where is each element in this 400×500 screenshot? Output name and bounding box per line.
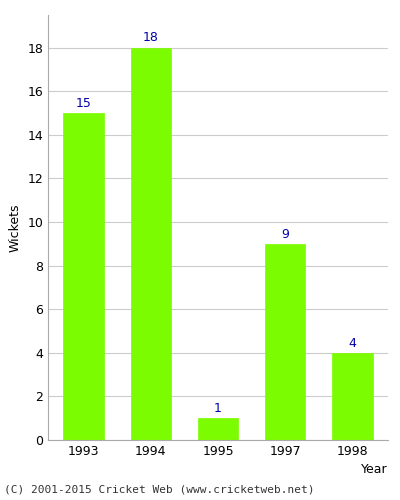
Text: (C) 2001-2015 Cricket Web (www.cricketweb.net): (C) 2001-2015 Cricket Web (www.cricketwe… [4, 485, 314, 495]
Bar [64, 113, 104, 440]
Text: 15: 15 [76, 97, 92, 110]
Text: 9: 9 [281, 228, 289, 240]
X-axis label: Year: Year [361, 464, 388, 476]
Bar [198, 418, 238, 440]
Text: 18: 18 [143, 32, 159, 44]
Text: 4: 4 [348, 336, 356, 349]
Bar [131, 48, 171, 440]
Y-axis label: Wickets: Wickets [9, 203, 22, 252]
Bar [332, 353, 372, 440]
Bar [265, 244, 305, 440]
Text: 1: 1 [214, 402, 222, 415]
